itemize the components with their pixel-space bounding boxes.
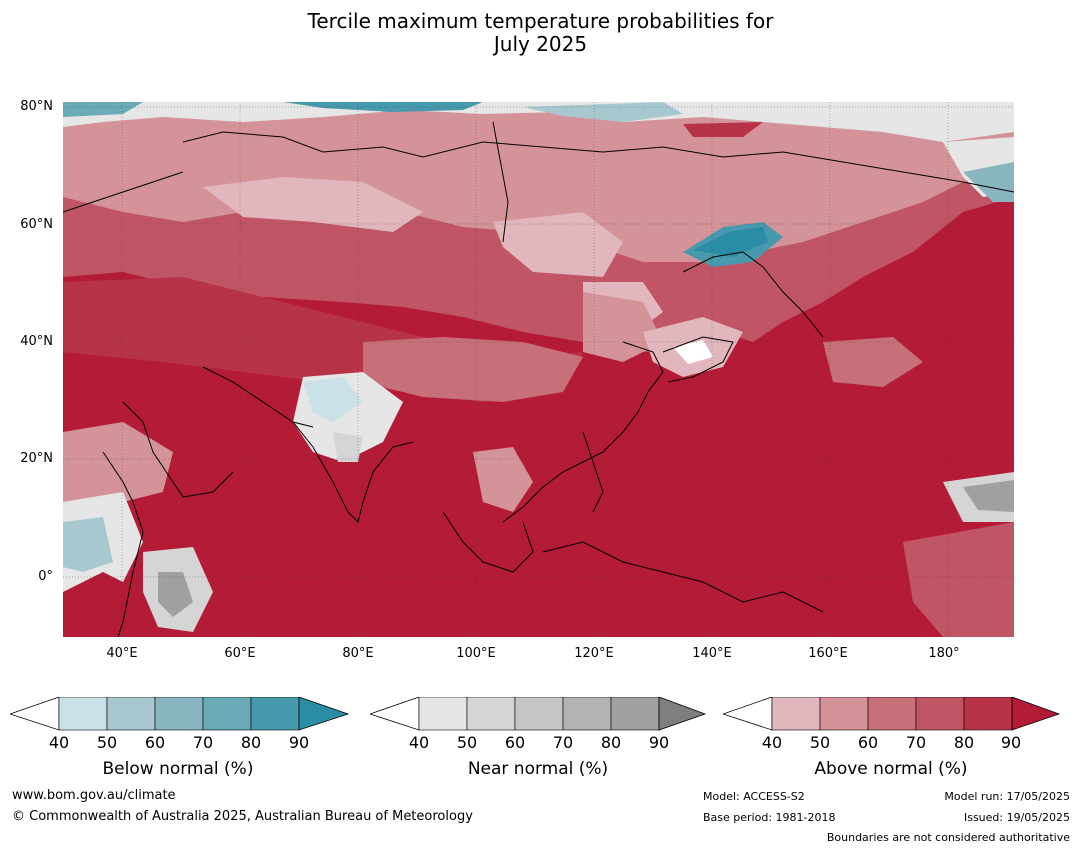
arctic-below-normal bbox=[283, 102, 483, 112]
colorbar-above-tick: 50 bbox=[809, 733, 831, 752]
colorbar-above-tick: 40 bbox=[761, 733, 783, 752]
colorbar-near-tick: 90 bbox=[648, 733, 670, 752]
colorbar-near-seg-70 bbox=[562, 697, 612, 731]
colorbar-below-tick: 80 bbox=[240, 733, 262, 752]
pacific-near-normal-80 bbox=[963, 480, 1014, 512]
indian-ocean-near-normal-80 bbox=[158, 572, 193, 617]
colorbar-near-normal bbox=[370, 697, 707, 731]
map-title: Tercile maximum temperature probabilitie… bbox=[0, 10, 1081, 56]
colorbar-below-tick: 50 bbox=[96, 733, 118, 752]
colorbar-below-normal bbox=[10, 697, 350, 731]
model-run-text: Model run: 17/05/2025 bbox=[944, 790, 1070, 803]
colorbar-above-tick: 90 bbox=[1000, 733, 1022, 752]
east-africa-below-normal bbox=[63, 517, 113, 572]
colorbar-below-segments bbox=[58, 697, 300, 731]
probability-map bbox=[63, 102, 1014, 637]
lon-label-100e: 100°E bbox=[456, 646, 496, 661]
colorbar-near-upper-arrow bbox=[658, 697, 707, 731]
colorbar-above-upper-arrow bbox=[1011, 697, 1061, 731]
colorbar-near-segments bbox=[418, 697, 660, 731]
colorbar-above-seg-70 bbox=[915, 697, 965, 731]
lat-label-0: 0° bbox=[38, 569, 53, 584]
arctic-island-above bbox=[683, 122, 763, 137]
lat-label-20n: 20°N bbox=[20, 451, 53, 466]
north-china-50 bbox=[583, 292, 663, 362]
colorbar-near-tick: 50 bbox=[456, 733, 478, 752]
colorbar-below-lower-arrow bbox=[10, 697, 60, 731]
colorbar-below-seg-80 bbox=[250, 697, 300, 731]
colorbar-near-tick: 60 bbox=[504, 733, 526, 752]
colorbar-above-normal bbox=[723, 697, 1061, 731]
map-title-line2: July 2025 bbox=[493, 32, 588, 56]
colorbar-below-tick: 40 bbox=[48, 733, 70, 752]
lon-label-40e: 40°E bbox=[106, 646, 138, 661]
arabia-50 bbox=[63, 422, 173, 522]
colorbar-below-tick: 70 bbox=[192, 733, 214, 752]
colorbar-below-title: Below normal (%) bbox=[102, 759, 254, 779]
disclaimer-text: Boundaries are not considered authoritat… bbox=[826, 831, 1070, 844]
website-link[interactable]: www.bom.gov.au/climate bbox=[12, 788, 176, 803]
copyright-text: © Commonwealth of Australia 2025, Austra… bbox=[12, 809, 473, 824]
east-siberia-below-normal bbox=[963, 162, 1014, 202]
arctic-below-normal-2 bbox=[523, 102, 683, 122]
colorbar-above-lower-arrow bbox=[723, 697, 773, 731]
map-canvas bbox=[63, 102, 1014, 637]
india-below-normal bbox=[303, 377, 363, 422]
west-siberia-40 bbox=[203, 177, 423, 232]
colorbar-above-tick: 60 bbox=[857, 733, 879, 752]
lon-label-180: 180° bbox=[928, 646, 960, 661]
colorbar-near-tick: 70 bbox=[552, 733, 574, 752]
tibet-60 bbox=[363, 337, 583, 402]
india-near-normal-50 bbox=[333, 432, 363, 462]
lat-label-80n: 80°N bbox=[20, 99, 53, 114]
colorbar-above-segments bbox=[771, 697, 1013, 731]
colorbar-near-lower-arrow bbox=[370, 697, 420, 731]
map-title-line1: Tercile maximum temperature probabilitie… bbox=[307, 9, 774, 33]
colorbar-near-seg-40 bbox=[418, 697, 468, 731]
colorbar-above-seg-60 bbox=[867, 697, 917, 731]
colorbar-near-tick: 80 bbox=[600, 733, 622, 752]
coastlines bbox=[63, 121, 1014, 637]
colorbar-near-seg-80 bbox=[610, 697, 660, 731]
arctic-below-normal-3 bbox=[63, 102, 143, 117]
colorbar-below-upper-arrow bbox=[298, 697, 350, 731]
lon-label-140e: 140°E bbox=[692, 646, 732, 661]
arctic-near-normal bbox=[63, 102, 1014, 142]
base-period-text: Base period: 1981-2018 bbox=[703, 811, 836, 824]
colorbar-above-seg-50 bbox=[819, 697, 869, 731]
model-text: Model: ACCESS-S2 bbox=[703, 790, 805, 803]
colorbar-above-title: Above normal (%) bbox=[814, 759, 968, 779]
colorbar-above-tick: 70 bbox=[905, 733, 927, 752]
colorbar-near-tick: 40 bbox=[408, 733, 430, 752]
colorbar-near-seg-50 bbox=[466, 697, 516, 731]
south-pacific-70 bbox=[903, 522, 1014, 637]
lat-label-60n: 60°N bbox=[20, 217, 53, 232]
colorbar-above-seg-80 bbox=[963, 697, 1013, 731]
north-region-50 bbox=[63, 102, 1014, 262]
indochina-50 bbox=[473, 447, 533, 512]
colorbar-below-seg-50 bbox=[106, 697, 156, 731]
colorbar-below-seg-40 bbox=[58, 697, 108, 731]
lon-label-120e: 120°E bbox=[574, 646, 614, 661]
pacific-60 bbox=[823, 337, 923, 387]
colorbar-below-seg-70 bbox=[202, 697, 252, 731]
colorbar-above-seg-40 bbox=[771, 697, 821, 731]
colorbar-below-seg-60 bbox=[154, 697, 204, 731]
colorbar-below-tick: 90 bbox=[288, 733, 310, 752]
lon-label-80e: 80°E bbox=[342, 646, 374, 661]
colorbar-above-tick: 80 bbox=[953, 733, 975, 752]
lon-label-60e: 60°E bbox=[224, 646, 256, 661]
colorbar-near-seg-60 bbox=[514, 697, 564, 731]
central-siberia-40 bbox=[493, 212, 623, 277]
japan-no-signal bbox=[673, 340, 713, 364]
colorbar-below-tick: 60 bbox=[144, 733, 166, 752]
lat-label-40n: 40°N bbox=[20, 334, 53, 349]
issued-text: Issued: 19/05/2025 bbox=[963, 811, 1070, 824]
graticule bbox=[63, 102, 1014, 637]
colorbar-near-title: Near normal (%) bbox=[467, 759, 609, 779]
lon-label-160e: 160°E bbox=[808, 646, 848, 661]
